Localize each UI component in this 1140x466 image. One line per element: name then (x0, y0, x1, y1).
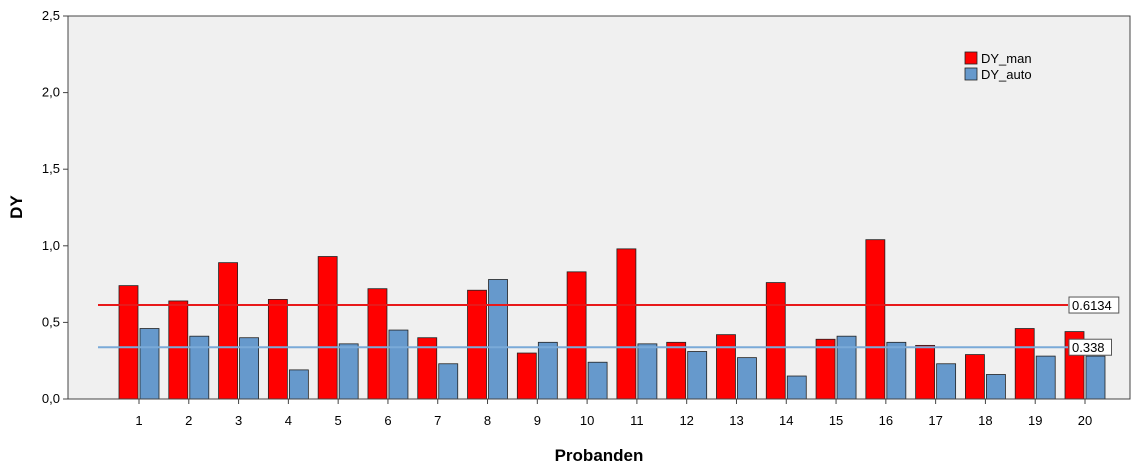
bar-DY_auto-14 (786, 375, 807, 400)
bar-DY_auto-17 (936, 363, 957, 400)
y-axis-title: DY (7, 195, 26, 219)
x-tick-label: 1 (135, 413, 142, 428)
y-axis: 0,0 0,5 1,0 1,5 2,0 2,5 (42, 8, 69, 406)
bar-DY_man-10 (566, 271, 587, 400)
x-tick-label: 9 (534, 413, 541, 428)
y-tick-label: 0,0 (42, 391, 60, 406)
y-tick-label: 2,0 (42, 85, 60, 100)
bar-DY_man-11 (616, 248, 637, 400)
bar-DY_man-13 (716, 334, 736, 400)
bars-group (118, 239, 1106, 400)
x-tick-label: 10 (580, 413, 594, 428)
y-tick-label: 1,0 (42, 238, 60, 253)
x-tick-label: 7 (434, 413, 441, 428)
bar-DY_man-17 (915, 344, 936, 400)
x-tick-label: 19 (1028, 413, 1042, 428)
reference-label: 0.6134 (1072, 298, 1112, 313)
x-tick-label: 20 (1078, 413, 1092, 428)
x-tick-label: 11 (630, 413, 644, 428)
bar-DY_auto-12 (687, 351, 708, 400)
bar-DY_man-1 (118, 285, 139, 400)
reference-lines: 0.6134 0.338 (98, 296, 1120, 356)
x-tick-label: 3 (235, 413, 242, 428)
bar-DY_auto-9 (537, 341, 558, 400)
bar-DY_auto-18 (986, 374, 1006, 400)
x-tick-label: 8 (484, 413, 491, 428)
plot-area (67, 15, 1131, 400)
x-tick-label: 17 (928, 413, 942, 428)
reference-label-box (1068, 296, 1120, 314)
bar-DY_auto-20 (1085, 355, 1106, 400)
bar-DY_man-4 (267, 299, 288, 400)
y-tick-label: 1,5 (42, 161, 60, 176)
bar-DY_man-9 (516, 352, 537, 400)
reference-label: 0.338 (1072, 340, 1105, 355)
x-tick-label: 15 (829, 413, 843, 428)
bar-DY_man-16 (865, 239, 886, 400)
bar-DY_man-18 (965, 354, 985, 400)
x-tick-label: 13 (729, 413, 743, 428)
legend-swatch (964, 51, 978, 65)
x-tick-label: 2 (185, 413, 192, 428)
x-tick-label: 6 (384, 413, 391, 428)
bar-DY_auto-16 (886, 341, 907, 400)
bar-DY_auto-5 (338, 343, 359, 400)
x-axis: 1 2 3 4 5 6 7 8 9 10 11 12 13 14 15 16 17 18 19 20 (68, 398, 1130, 428)
legend-label: DY_man (981, 51, 1032, 66)
bar-DY_auto-6 (388, 329, 409, 400)
bar-DY_auto-13 (737, 357, 757, 400)
x-tick-label: 14 (779, 413, 793, 428)
x-axis-title: Probanden (555, 446, 644, 465)
bar-DY_man-8 (467, 289, 487, 400)
bar-DY_auto-1 (139, 328, 160, 400)
bar-DY_auto-10 (587, 361, 608, 400)
bar-DY_auto-19 (1035, 355, 1056, 400)
bar-DY_man-14 (765, 282, 786, 400)
bar-DY_auto-2 (189, 335, 210, 400)
legend-swatch (964, 67, 978, 81)
bar-DY_man-19 (1014, 328, 1035, 400)
bar-DY_auto-7 (438, 363, 459, 400)
bar-DY_man-3 (218, 262, 238, 400)
bar-DY_man-5 (317, 256, 338, 400)
reference-label-box (1068, 338, 1112, 356)
x-tick-label: 4 (285, 413, 292, 428)
bar-DY_man-2 (168, 300, 189, 400)
y-tick-label: 2,5 (42, 8, 60, 23)
y-tick-label: 0,5 (42, 314, 60, 329)
bar-DY_auto-8 (488, 279, 508, 400)
bar-DY_man-12 (666, 341, 687, 400)
x-tick-label: 16 (879, 413, 893, 428)
x-tick-label: 12 (679, 413, 693, 428)
x-tick-label: 18 (978, 413, 992, 428)
bar-DY_auto-11 (637, 343, 658, 400)
bar-DY_auto-4 (288, 369, 309, 400)
x-tick-label: 5 (335, 413, 342, 428)
bar-DY_auto-15 (836, 335, 857, 400)
legend-label: DY_auto (981, 67, 1032, 82)
